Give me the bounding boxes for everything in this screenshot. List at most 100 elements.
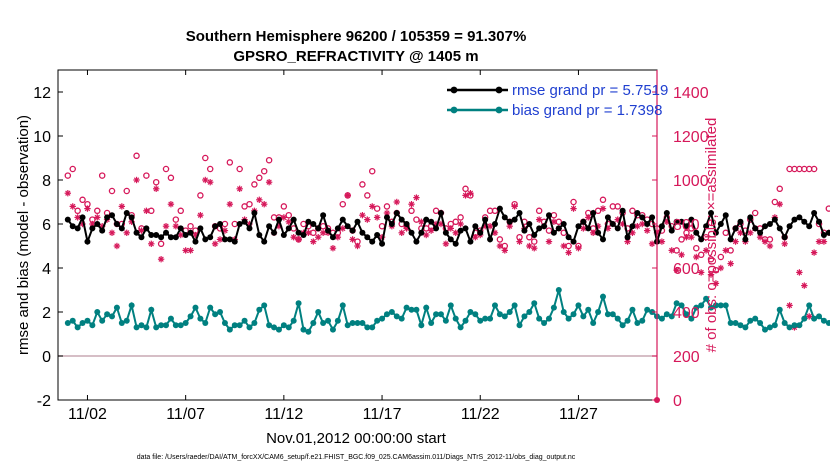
asterisk-stroke	[70, 203, 76, 210]
asterisk-stroke	[462, 192, 469, 199]
obs-assimilated-marker	[197, 212, 204, 219]
rmse-point	[757, 229, 764, 236]
y-tick-label: 10	[33, 129, 51, 146]
obs-possible-marker	[702, 233, 710, 241]
rmse-point	[158, 234, 165, 241]
obs-assimilated-marker	[167, 201, 175, 208]
rmse-point	[619, 207, 626, 214]
asterisk-stroke	[551, 219, 557, 225]
obs-assimilated-marker	[64, 190, 72, 197]
x-tick-label: 11/12	[264, 406, 303, 423]
obs-possible-marker	[94, 207, 101, 215]
obs-possible-marker	[162, 165, 170, 173]
rmse-point	[624, 234, 631, 241]
y2-axis-label: # of obs: o=possible; ×=assimilated	[703, 118, 720, 353]
obs-assimilated-marker	[236, 185, 243, 192]
obs-assimilated-marker	[712, 280, 720, 287]
bias-point	[325, 317, 332, 324]
rmse-point	[678, 218, 685, 225]
bias-point	[212, 311, 219, 318]
obs-assimilated-marker	[305, 229, 312, 236]
obs-assimilated-marker	[202, 176, 209, 184]
asterisk-stroke	[207, 179, 213, 185]
obs-assimilated-marker	[673, 267, 680, 274]
asterisk-stroke	[649, 241, 655, 247]
asterisk-stroke	[394, 199, 400, 205]
asterisk-stroke	[182, 247, 189, 254]
obs-possible-marker	[545, 227, 553, 234]
obs-assimilated-marker	[575, 245, 582, 252]
bias-point	[560, 309, 567, 315]
asterisk-stroke	[624, 238, 631, 245]
obs-assimilated-marker	[570, 205, 577, 212]
asterisk-stroke	[659, 238, 665, 245]
y2-tick-label: 200	[673, 349, 700, 366]
rmse-point	[383, 214, 390, 221]
obs-possible-marker	[265, 156, 273, 164]
bias-point	[69, 317, 76, 324]
obs-assimilated-marker	[727, 260, 734, 267]
y2-tick-label: 1400	[673, 85, 709, 102]
obs-assimilated-marker	[516, 238, 523, 245]
asterisk-stroke	[413, 194, 420, 201]
bias-point	[354, 320, 361, 326]
obs-assimilated-marker	[585, 214, 592, 221]
obs-assimilated-marker	[138, 227, 145, 234]
bias-point	[639, 317, 646, 324]
obs-possible-marker	[187, 222, 194, 230]
rmse-point	[187, 229, 194, 236]
rmse-point	[816, 218, 823, 225]
asterisk-stroke	[796, 269, 803, 276]
rmse-point	[423, 216, 430, 223]
rmse-point	[683, 223, 690, 230]
obs-possible-marker	[712, 266, 720, 274]
asterisk-stroke	[74, 214, 81, 221]
rmse-point	[550, 229, 557, 236]
bias-point	[506, 309, 513, 315]
bias-point	[251, 320, 258, 326]
obs-assimilated-marker	[423, 231, 430, 239]
obs-possible-marker	[202, 154, 209, 162]
bias-point	[663, 311, 670, 318]
rmse-point	[349, 227, 356, 234]
obs-assimilated-marker	[133, 176, 140, 184]
bias-point	[526, 309, 533, 315]
rmse-point	[359, 229, 366, 236]
bias-point	[290, 317, 297, 324]
bias-point	[408, 306, 415, 313]
bias-point	[349, 320, 356, 326]
rmse-point	[649, 214, 656, 221]
bias-point	[334, 317, 341, 324]
rmse-point	[732, 225, 739, 232]
asterisk-stroke	[158, 256, 164, 262]
bias-point	[236, 322, 243, 329]
bias-point	[737, 322, 744, 329]
y-tick-label: 2	[42, 305, 51, 322]
bias-point	[393, 313, 400, 320]
bias-point	[418, 322, 425, 329]
obs-assimilated-marker	[211, 240, 219, 247]
rmse-point	[457, 227, 464, 234]
asterisk-stroke	[369, 203, 375, 210]
asterisk-stroke	[821, 238, 827, 245]
asterisk-stroke	[408, 201, 415, 207]
asterisk-stroke	[600, 205, 606, 212]
bias-point	[521, 313, 528, 320]
rmse-point	[717, 221, 724, 227]
bias-point	[207, 304, 214, 311]
bias-point	[722, 302, 729, 309]
obs-assimilated-marker	[393, 198, 400, 206]
obs-assimilated-marker	[545, 238, 553, 245]
asterisk-stroke	[384, 210, 390, 216]
rmse-point	[315, 225, 322, 232]
bias-point	[747, 317, 754, 324]
asterisk-stroke	[457, 221, 464, 227]
bias-point	[305, 328, 312, 335]
obs-assimilated-marker	[472, 234, 479, 241]
asterisk-stroke	[138, 227, 145, 234]
obs-possible-marker	[206, 165, 214, 173]
asterisk-stroke	[286, 219, 292, 225]
bias-point	[452, 315, 459, 322]
asterisk-stroke	[281, 214, 287, 221]
rmse-point	[560, 221, 567, 227]
